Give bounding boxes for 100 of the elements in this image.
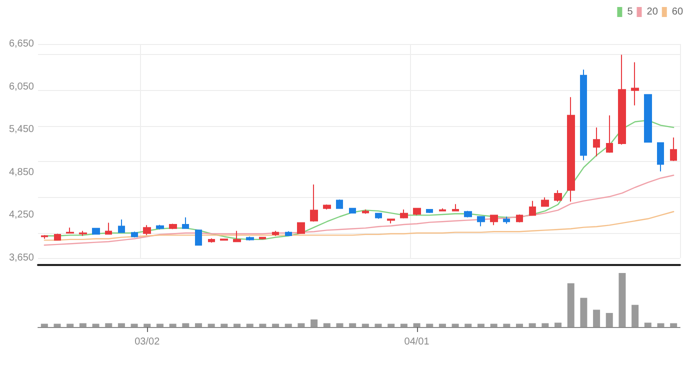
y-tick-label: 6,650: [8, 38, 34, 50]
bar: [284, 324, 292, 327]
bar: [438, 324, 446, 327]
candlestick: [66, 227, 74, 234]
candlestick: [644, 94, 652, 143]
candlestick: [464, 210, 472, 218]
x-tick-label: 03/02: [134, 336, 160, 348]
bar: [79, 323, 86, 327]
candlestick: [593, 126, 600, 157]
bar: [195, 323, 202, 327]
bar: [208, 324, 215, 327]
candlestick: [580, 69, 587, 161]
y-tick-label: 4,250: [8, 210, 34, 221]
candlestick: [618, 54, 626, 146]
bar: [234, 324, 241, 327]
bar: [92, 324, 100, 327]
bar: [452, 324, 459, 327]
candlestick: [387, 218, 395, 224]
bar: [169, 324, 176, 327]
bar: [40, 324, 48, 327]
candlestick: [670, 136, 677, 162]
bar: [618, 273, 626, 327]
candlestick: [413, 208, 421, 216]
bar: [554, 322, 562, 327]
bar: [503, 324, 510, 327]
candlestick: [195, 229, 202, 246]
candlestick: [118, 218, 125, 234]
candlestick: [246, 236, 254, 242]
y-tick-label: 4,850: [8, 166, 34, 178]
bar: [644, 322, 652, 327]
bar: [657, 323, 664, 327]
candlestick: [220, 238, 228, 242]
candlestick: [541, 196, 549, 208]
legend-label: 60: [672, 6, 684, 18]
bar: [310, 319, 318, 327]
bar: [144, 324, 151, 327]
candlestick: [631, 62, 639, 106]
bar: [580, 298, 588, 327]
line-series: [44, 174, 674, 246]
bar: [182, 323, 190, 327]
candlestick: [182, 216, 189, 230]
candlestick: [208, 238, 215, 244]
bar: [105, 323, 112, 327]
bar: [298, 323, 305, 327]
candlestick: [439, 208, 446, 212]
bar: [464, 324, 472, 327]
bar: [54, 324, 61, 327]
bar: [632, 304, 639, 327]
bar: [477, 324, 484, 327]
bar: [349, 323, 356, 327]
bar: [400, 324, 408, 327]
legend-label: 5: [627, 6, 634, 18]
bar: [130, 324, 138, 327]
candlestick: [233, 230, 241, 242]
candlestick: [375, 212, 382, 220]
candlestick: [490, 214, 498, 226]
candlestick: [156, 224, 164, 230]
candlestick: [516, 214, 523, 223]
bar: [670, 323, 678, 327]
bar: [528, 323, 536, 327]
bar: [542, 323, 549, 327]
candlestick: [131, 231, 138, 238]
candlestick: [54, 233, 61, 242]
bar: [66, 324, 74, 327]
bar: [426, 324, 434, 327]
bar: [413, 323, 420, 327]
candlestick: [92, 228, 100, 235]
bar: [490, 324, 498, 327]
candlestick: [143, 224, 151, 236]
line-series: [44, 211, 674, 241]
candlestick: [285, 230, 292, 236]
y-tick-label: 5,450: [8, 124, 34, 136]
candlestick: [452, 204, 459, 212]
bar: [272, 324, 280, 327]
bar: [593, 310, 600, 327]
legend-label: 20: [646, 6, 658, 18]
candlestick: [79, 230, 87, 236]
candlestick: [349, 208, 356, 214]
candlestick: [169, 223, 177, 230]
candlestick: [105, 222, 112, 235]
bar: [362, 324, 369, 327]
candlestick: [567, 96, 575, 202]
bar: [567, 283, 574, 327]
candlestick: [362, 208, 369, 214]
candlestick: [477, 216, 485, 227]
candlestick: [41, 234, 48, 240]
bar: [388, 324, 395, 327]
bar: [374, 324, 382, 327]
candlestick: [529, 200, 536, 216]
y-tick-label: 3,650: [8, 252, 34, 264]
candlestick: [323, 204, 331, 210]
bar: [220, 324, 228, 327]
bar: [323, 323, 330, 327]
bar: [156, 324, 164, 327]
candlestick: [554, 190, 562, 202]
candlestick: [426, 208, 433, 214]
y-tick-label: 6,050: [8, 81, 34, 92]
candlestick: [336, 199, 343, 210]
x-tick-label: 04/01: [404, 336, 430, 348]
bar: [336, 323, 344, 327]
